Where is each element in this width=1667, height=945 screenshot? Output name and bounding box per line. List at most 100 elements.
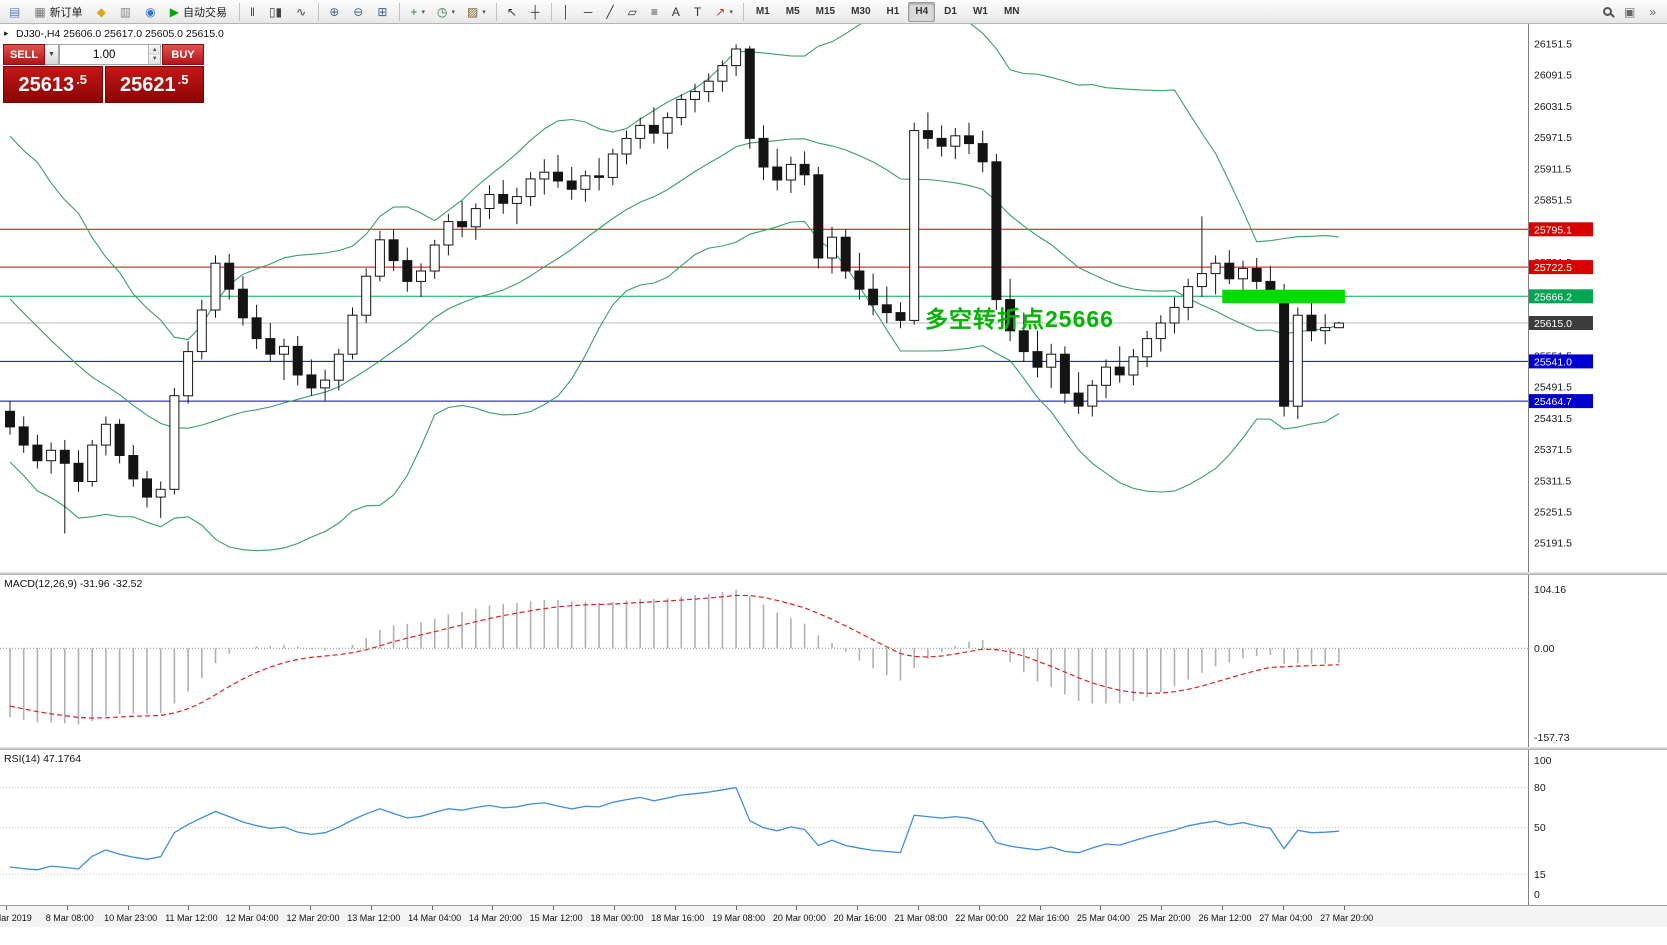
candle-body — [868, 288, 879, 306]
time-tick — [1222, 906, 1223, 910]
templates-button[interactable]: ▨ ▾ — [462, 2, 491, 22]
candle-body — [607, 153, 618, 178]
bar-chart-button[interactable]: ‖ — [245, 2, 262, 22]
vertical-line-icon: │ — [562, 4, 570, 19]
toolbar-overflow-button[interactable]: » — [1644, 2, 1663, 22]
metaeditor-button[interactable]: ◆ — [92, 2, 113, 22]
panel-splitter[interactable] — [0, 572, 1667, 575]
time-axis-label: 14 Mar 20:00 — [468, 913, 522, 923]
trendline-button[interactable]: ╱ — [601, 2, 620, 22]
cursor-button[interactable]: ↖ — [502, 2, 524, 22]
highlight-zone[interactable] — [1222, 289, 1345, 304]
candle-body — [977, 143, 988, 163]
candle-body — [73, 462, 84, 482]
time-axis-label: 25 Mar 04:00 — [1076, 913, 1130, 923]
timeframe-m1-button[interactable]: M1 — [755, 6, 770, 17]
new-order-button[interactable]: ▦ 新订单 — [29, 2, 89, 22]
timeframe-m5-button[interactable]: M5 — [785, 6, 800, 17]
time-tick — [553, 906, 555, 910]
candle-body — [251, 317, 262, 340]
main-price-chart[interactable]: 26151.5 26091.5 26031.5 25971.5 25911.5 25851… — [0, 24, 1667, 572]
crosshair-button[interactable]: ┼ — [526, 2, 547, 22]
periods-icon: ◷ — [436, 4, 448, 19]
candle-body — [333, 353, 344, 381]
volume-stepper[interactable]: ▲ ▼ — [148, 45, 160, 64]
candle-body — [320, 379, 331, 389]
sell-button[interactable]: SELL — [3, 44, 45, 65]
periods-button[interactable]: ◷ ▾ — [432, 2, 460, 22]
time-axis-label: 12 Mar 04:00 — [225, 913, 279, 923]
volume-input[interactable] — [60, 45, 149, 64]
profiles-button[interactable]: ▥ — [115, 2, 138, 22]
chart-window[interactable]: ▸ DJ30-,H4 25606.0 25617.0 25605.0 25615… — [0, 24, 1667, 945]
vertical-line-button[interactable]: │ — [557, 2, 577, 22]
candlestick-chart-button[interactable]: ▯▮ — [264, 2, 289, 22]
indicators-icon: + — [410, 4, 418, 19]
time-tick — [127, 906, 129, 910]
time-axis-label: 18 Mar 16:00 — [651, 913, 705, 923]
fibonacci-button[interactable]: ≡ — [646, 2, 665, 22]
macd-indicator-label: MACD(12,26,9) -31.96 -32.52 — [4, 578, 143, 590]
timeframe-m30-button[interactable]: M30 — [851, 6, 871, 17]
candle-body — [950, 135, 961, 147]
indicators-button[interactable]: + ▾ — [405, 2, 430, 22]
timeframe-mn-button[interactable]: MN — [1003, 6, 1020, 17]
timeframe-d1-button[interactable]: D1 — [944, 6, 957, 17]
buy-price-display[interactable]: 25621 .5 — [104, 66, 204, 103]
buy-button[interactable]: BUY — [162, 44, 204, 65]
info-button[interactable]: ◉ — [140, 2, 162, 22]
new-chart-button[interactable]: ▤ — [4, 2, 27, 22]
price-axis-label: 26091.5 — [1534, 70, 1572, 82]
toolbar-separator — [318, 2, 320, 21]
arrows-button[interactable]: ↗ ▾ — [710, 2, 738, 22]
zoom-out-button[interactable]: ⊖ — [348, 2, 370, 22]
rsi-axis-label: 0 — [1534, 889, 1540, 901]
timeframe-h4-button[interactable]: H4 — [908, 1, 936, 22]
price-tag — [1529, 394, 1593, 409]
candle-body — [457, 221, 468, 228]
candle-body — [46, 449, 57, 462]
candle-body — [1128, 356, 1139, 376]
spin-up-icon[interactable]: ▲ — [149, 45, 160, 55]
time-tick — [431, 906, 433, 910]
line-chart-button[interactable]: ∿ — [291, 2, 313, 22]
windows-button[interactable]: ▣ — [1619, 2, 1642, 22]
timeframe-m15-button[interactable]: M15 — [815, 6, 836, 17]
horizontal-line-button[interactable]: ─ — [579, 2, 600, 22]
dropdown-arrow-icon: ▾ — [451, 8, 455, 16]
sell-dropdown-icon[interactable]: ▼ — [45, 44, 59, 65]
candle-body — [265, 338, 276, 355]
candle-body — [1183, 286, 1194, 308]
candle-body — [224, 262, 235, 290]
candle-body — [1155, 322, 1166, 340]
candle-body — [621, 137, 632, 155]
label-button[interactable]: T — [689, 2, 708, 22]
candle-body — [237, 288, 248, 319]
timeframe-w1-button[interactable]: W1 — [972, 6, 988, 17]
oct-toggle-icon[interactable]: ▸ — [4, 28, 9, 38]
autotrading-button[interactable]: ▶ 自动交易 — [165, 2, 234, 22]
crosshair-icon: ┼ — [530, 4, 540, 19]
text-button[interactable]: A — [667, 2, 687, 22]
spin-down-icon[interactable]: ▼ — [149, 54, 160, 64]
panel-splitter[interactable] — [0, 747, 1667, 750]
time-axis[interactable]: 8 Mar 2019 8 Mar 08:00 10 Mar 23:00 11 Mar … — [0, 905, 1667, 927]
rsi-axis-label: 50 — [1534, 822, 1546, 834]
candle-body — [1101, 366, 1111, 386]
tile-windows-button[interactable]: ⊞ — [372, 2, 394, 22]
dropdown-arrow-icon: ▾ — [729, 8, 733, 16]
channel-button[interactable]: ▱ — [623, 2, 644, 22]
candle-body — [785, 163, 796, 181]
rsi-indicator-panel[interactable]: 100 80 50 15 0 — [0, 750, 1667, 905]
timeframe-h1-button[interactable]: H1 — [886, 6, 900, 17]
time-tick — [978, 906, 980, 910]
sell-price-display[interactable]: 25613 .5 — [3, 66, 103, 103]
candle-body — [374, 239, 385, 277]
zoom-in-button[interactable]: ⊕ — [324, 2, 346, 22]
windows-icon: ▣ — [1623, 4, 1636, 19]
search-button[interactable] — [1598, 2, 1617, 22]
macd-indicator-panel[interactable]: 104.16 0.00 -157.73 — [0, 575, 1667, 747]
metaeditor-icon: ◆ — [96, 4, 106, 19]
price-tag — [1529, 354, 1593, 369]
candle-body — [703, 80, 714, 93]
